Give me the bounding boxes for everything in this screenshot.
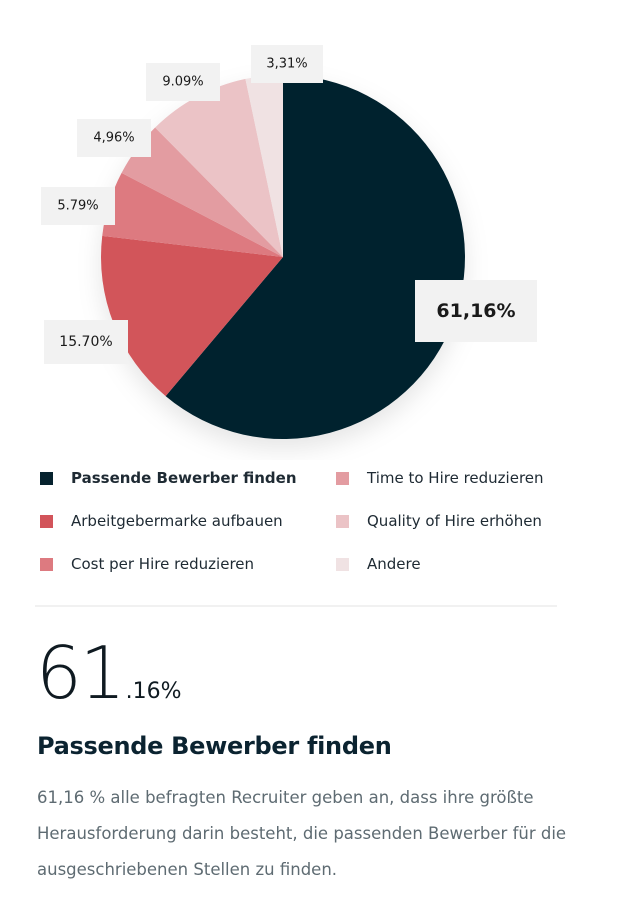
pie-label-text: 4,96% — [93, 131, 134, 146]
pie-slice-cost-per-hire-reduzieren[interactable] — [102, 172, 283, 257]
legend-label: Passende Bewerber finden — [71, 469, 297, 487]
pie-label-andere: 3,31% — [251, 45, 323, 83]
pie-label-box — [146, 63, 220, 101]
pie-label-text: 15.70% — [59, 334, 112, 350]
highlight-title: Passende Bewerber finden — [37, 732, 392, 760]
pie-label-box — [77, 119, 151, 157]
pie-label-box — [44, 320, 128, 364]
pie-slice-arbeitgebermarke-aufbauen[interactable] — [100, 235, 283, 397]
pie-label-cost-per-hire-reduzieren: 5.79% — [41, 187, 115, 225]
highlight-percentage-integer: 61 — [36, 631, 126, 715]
legend-swatch — [40, 514, 53, 528]
highlight-percentage: 61.16% — [36, 633, 182, 713]
pie-label-arbeitgebermarke-aufbauen: 15.70% — [44, 320, 128, 364]
legend-label: Quality of Hire erhöhen — [367, 512, 542, 530]
legend-swatch — [40, 557, 53, 571]
pie-label-time-to-hire-reduzieren: 4,96% — [77, 119, 151, 157]
highlight-percentage-decimal: .16% — [125, 679, 182, 704]
chart-legend: Passende Bewerber finden Arbeitgebermark… — [40, 466, 580, 584]
pie-slices — [100, 75, 465, 439]
legend-label: Andere — [367, 555, 421, 573]
pie-label-passende-bewerber-finden: 61,16% — [415, 280, 537, 342]
pie-label-quality-of-hire-erh-hen: 9.09% — [146, 63, 220, 101]
legend-label: Time to Hire reduzieren — [367, 469, 544, 487]
pie-label-box — [41, 187, 115, 225]
pie-label-text: 61,16% — [436, 300, 515, 322]
pie-label-box — [415, 280, 537, 342]
legend-swatch — [336, 557, 349, 571]
pie-label-box — [251, 45, 323, 83]
pie-slice-passende-bewerber-finden[interactable] — [165, 75, 465, 439]
legend-item-cost-per-hire[interactable]: Cost per Hire reduzieren — [40, 552, 254, 576]
pie-chart: 61,16% 15.70% 5.79% 4,96% 9.09% 3,31% — [41, 45, 537, 439]
pie-value-labels: 61,16% 15.70% 5.79% 4,96% 9.09% 3,31% — [41, 45, 537, 364]
divider — [35, 605, 557, 607]
pie-label-text: 9.09% — [162, 75, 203, 90]
legend-item-andere[interactable]: Andere — [336, 552, 421, 576]
pie-slice-andere[interactable] — [245, 75, 283, 257]
legend-item-passende-bewerber[interactable]: Passende Bewerber finden — [40, 466, 297, 490]
pie-label-text: 5.79% — [57, 199, 98, 214]
legend-swatch — [336, 514, 349, 528]
legend-item-quality-of-hire[interactable]: Quality of Hire erhöhen — [336, 509, 542, 533]
pie-slice-time-to-hire-reduzieren[interactable] — [121, 127, 283, 258]
legend-swatch — [336, 471, 349, 485]
legend-label: Cost per Hire reduzieren — [71, 555, 255, 573]
pie-slice-quality-of-hire-erh-hen[interactable] — [155, 78, 283, 257]
legend-item-time-to-hire[interactable]: Time to Hire reduzieren — [336, 466, 544, 490]
highlight-description: 61,16 % alle befragten Recruiter geben a… — [37, 788, 567, 879]
legend-swatch — [40, 471, 53, 485]
legend-item-arbeitgebermarke[interactable]: Arbeitgebermarke aufbauen — [40, 509, 283, 533]
legend-label: Arbeitgebermarke aufbauen — [71, 512, 283, 530]
pie-label-text: 3,31% — [266, 57, 307, 72]
